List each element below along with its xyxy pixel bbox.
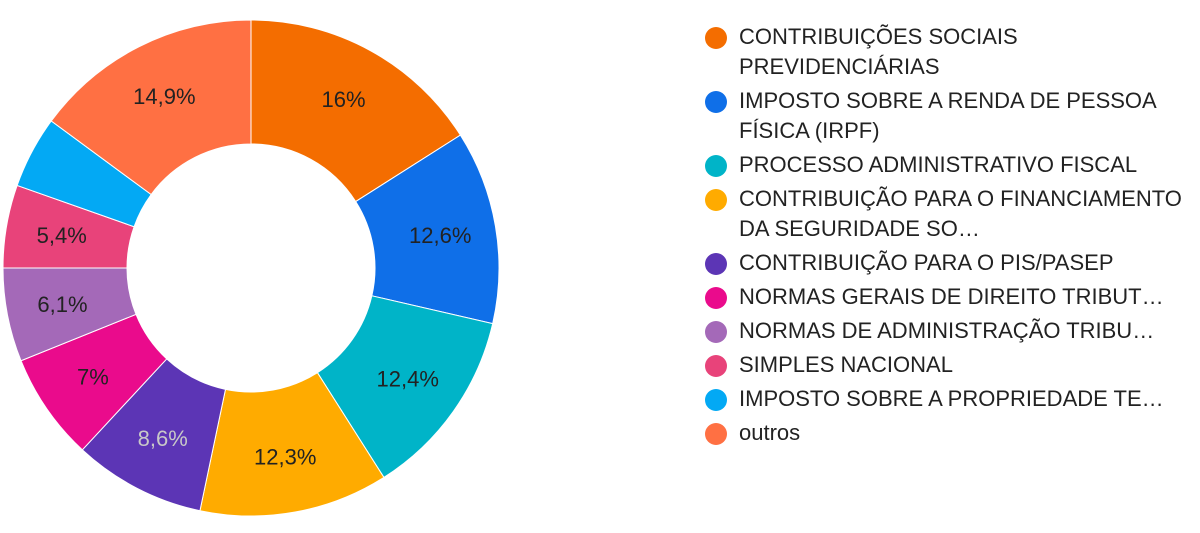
legend-swatch [705, 155, 727, 177]
legend-swatch [705, 189, 727, 211]
slice-label-contribuicoes-sociais-previdenciarias: 16% [321, 87, 365, 112]
legend-label: NORMAS GERAIS DE DIREITO TRIBUT… [739, 284, 1164, 309]
legend-label: CONTRIBUIÇÕES SOCIAIS PREVIDENCIÁRIAS [739, 24, 1018, 79]
legend-item-simples-nacional[interactable]: SIMPLES NACIONAL [705, 350, 1185, 380]
slice-label-contribuicao-para-o-pis-pasep: 8,6% [138, 426, 188, 451]
legend-label: PROCESSO ADMINISTRATIVO FISCAL [739, 152, 1138, 177]
legend-item-outros[interactable]: outros [705, 418, 1185, 448]
slice-label-processo-administrativo-fiscal: 12,4% [377, 366, 439, 391]
slice-label-outros: 14,9% [133, 84, 195, 109]
slice-label-normas-gerais-de-direito-tribut: 7% [77, 364, 109, 389]
legend-item-cofins[interactable]: CONTRIBUIÇÃO PARA O FINANCIAMENTO DA SEG… [705, 184, 1185, 244]
legend-swatch [705, 91, 727, 113]
legend-label: outros [739, 420, 801, 445]
legend-swatch [705, 355, 727, 377]
legend-swatch [705, 321, 727, 343]
legend-label: CONTRIBUIÇÃO PARA O FINANCIAMENTO DA SEG… [739, 186, 1182, 241]
legend-item-normas-gerais[interactable]: NORMAS GERAIS DE DIREITO TRIBUT… [705, 282, 1185, 312]
slice-label-simples-nacional: 5,4% [37, 223, 87, 248]
legend-label: IMPOSTO SOBRE A PROPRIEDADE TE… [739, 386, 1164, 411]
legend-item-contribuicoes-sociais[interactable]: CONTRIBUIÇÕES SOCIAIS PREVIDENCIÁRIAS [705, 22, 1185, 82]
donut-chart: 16% 12,6% 12,4% 12,3% 8,6% 7% 6,1% 5,4% 14,9% [2, 19, 500, 517]
legend-label: NORMAS DE ADMINISTRAÇÃO TRIBU… [739, 318, 1155, 343]
slice-label-normas-de-administracao-tribu: 6,1% [37, 292, 87, 317]
legend-swatch [705, 27, 727, 49]
legend: CONTRIBUIÇÕES SOCIAIS PREVIDENCIÁRIAS IM… [705, 22, 1185, 452]
legend-item-processo-administrativo[interactable]: PROCESSO ADMINISTRATIVO FISCAL [705, 150, 1185, 180]
legend-swatch [705, 389, 727, 411]
legend-item-normas-administracao[interactable]: NORMAS DE ADMINISTRAÇÃO TRIBU… [705, 316, 1185, 346]
legend-label: IMPOSTO SOBRE A RENDA DE PESSOA FÍSICA (… [739, 88, 1156, 143]
slice-outros[interactable] [50, 19, 252, 196]
slice-label-imposto-sobre-a-renda-de-pessoa-fisica-i: 12,6% [409, 223, 471, 248]
legend-item-propriedade-territorial[interactable]: IMPOSTO SOBRE A PROPRIEDADE TE… [705, 384, 1185, 414]
legend-swatch [705, 253, 727, 275]
legend-label: CONTRIBUIÇÃO PARA O PIS/PASEP [739, 250, 1114, 275]
legend-swatch [705, 423, 727, 445]
slice-contribuicoes-sociais-previdenciarias[interactable] [250, 19, 462, 203]
legend-swatch [705, 287, 727, 309]
slice-label-contribuicao-para-o-financiamento-da-seg: 12,3% [254, 444, 316, 469]
legend-item-pis-pasep[interactable]: CONTRIBUIÇÃO PARA O PIS/PASEP [705, 248, 1185, 278]
legend-item-irpf[interactable]: IMPOSTO SOBRE A RENDA DE PESSOA FÍSICA (… [705, 86, 1185, 146]
legend-label: SIMPLES NACIONAL [739, 352, 953, 377]
